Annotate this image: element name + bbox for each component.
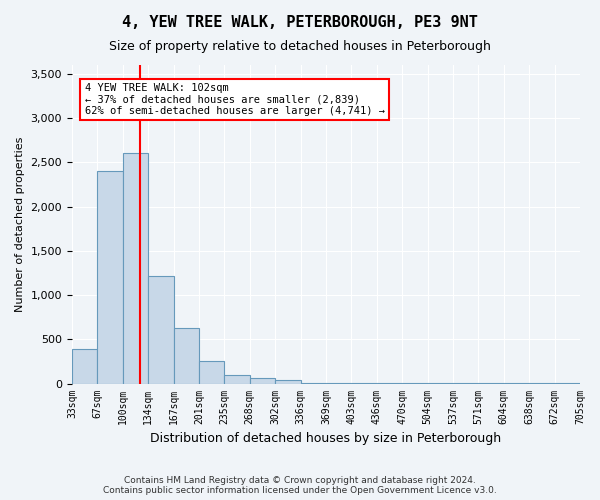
Bar: [275, 380, 301, 384]
Bar: [123, 154, 148, 384]
Bar: [72, 349, 97, 384]
Bar: [199, 360, 224, 384]
X-axis label: Distribution of detached houses by size in Peterborough: Distribution of detached houses by size …: [151, 432, 502, 445]
Y-axis label: Number of detached properties: Number of detached properties: [15, 136, 25, 312]
Text: Contains HM Land Registry data © Crown copyright and database right 2024.
Contai: Contains HM Land Registry data © Crown c…: [103, 476, 497, 495]
Bar: [148, 276, 173, 384]
Bar: [224, 374, 250, 384]
Text: Size of property relative to detached houses in Peterborough: Size of property relative to detached ho…: [109, 40, 491, 53]
Bar: [250, 378, 275, 384]
Bar: [97, 171, 123, 384]
Text: 4, YEW TREE WALK, PETERBOROUGH, PE3 9NT: 4, YEW TREE WALK, PETERBOROUGH, PE3 9NT: [122, 15, 478, 30]
Bar: [173, 328, 199, 384]
Text: 4 YEW TREE WALK: 102sqm
← 37% of detached houses are smaller (2,839)
62% of semi: 4 YEW TREE WALK: 102sqm ← 37% of detache…: [85, 82, 385, 116]
